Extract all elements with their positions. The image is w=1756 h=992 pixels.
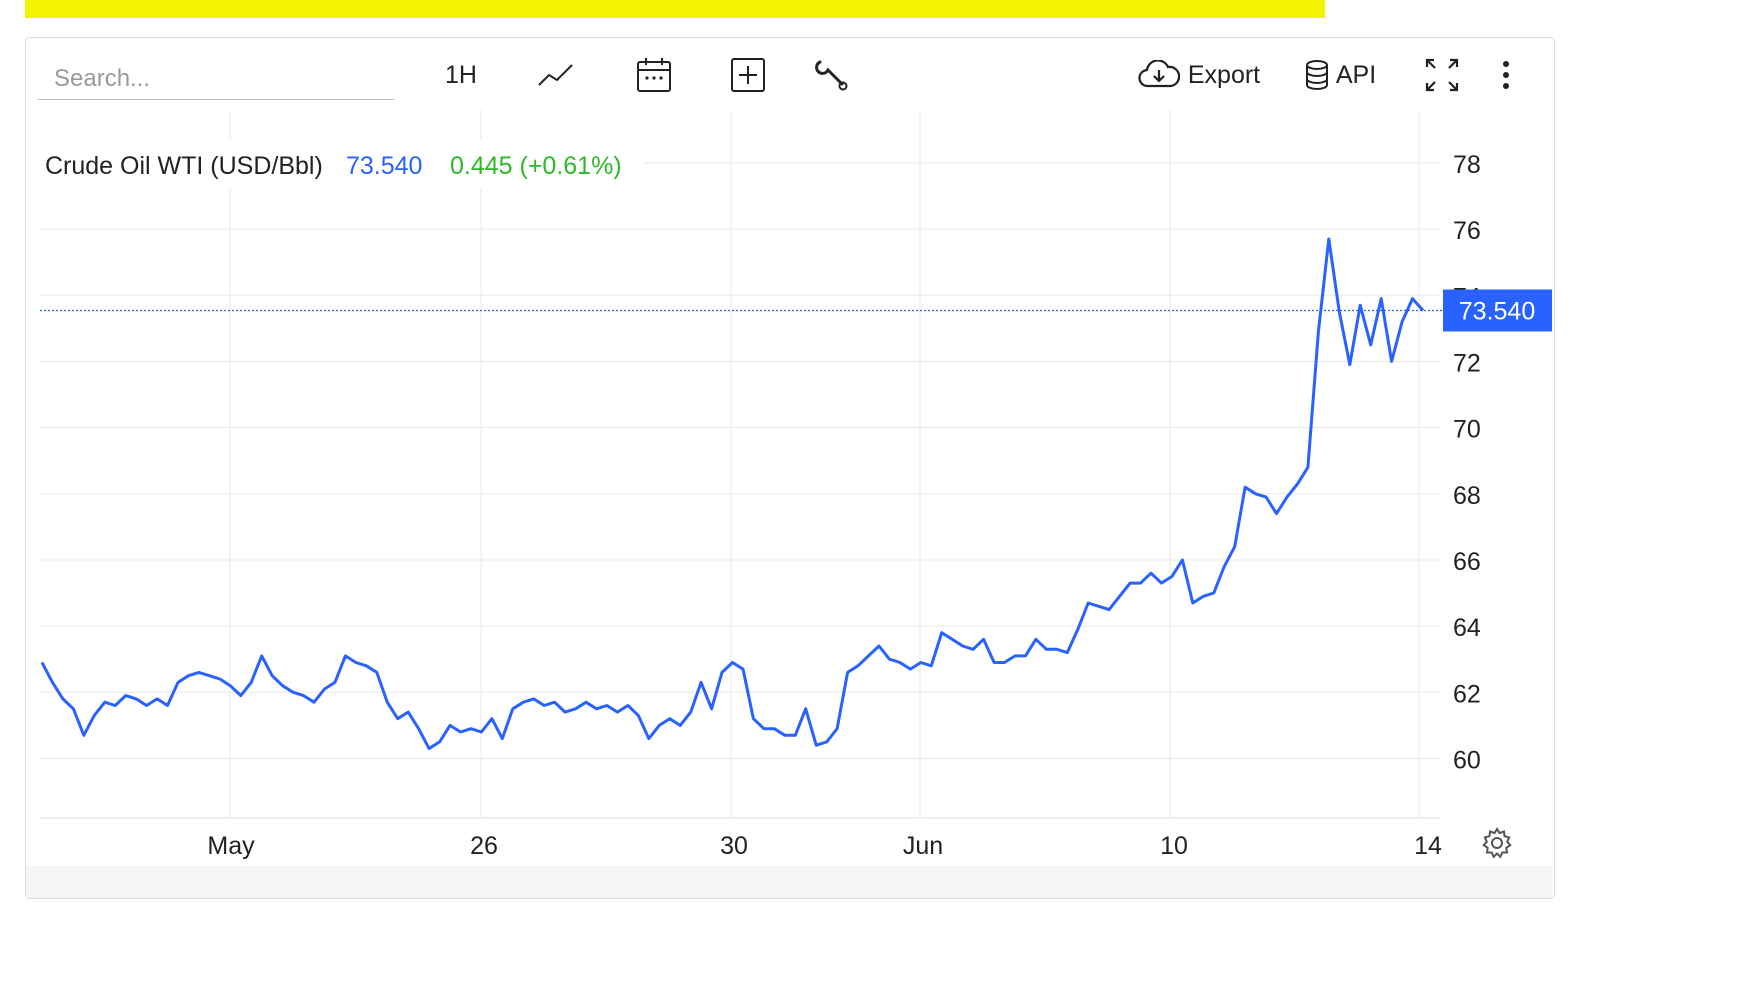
plus-box-icon <box>731 58 765 92</box>
x-axis: May 26 30 Jun 10 14 <box>207 832 1442 860</box>
database-icon <box>1305 60 1328 90</box>
price-change: 0.445 (+0.61%) <box>450 152 622 180</box>
interval-label: 1H <box>445 60 477 89</box>
y-tick-label: 72 <box>1453 349 1481 377</box>
export-button[interactable]: Export <box>1134 54 1264 96</box>
wrench-icon <box>815 60 848 91</box>
y-tick-label: 60 <box>1453 746 1481 774</box>
more-options-button[interactable] <box>1492 54 1520 96</box>
x-tick-label: 14 <box>1414 832 1442 860</box>
footer-strip <box>26 866 1552 898</box>
last-price-tag-label: 73.540 <box>1459 297 1535 325</box>
y-tick-label: 68 <box>1453 482 1481 510</box>
legend: Crude Oil WTI (USD/Bbl) 73.540 0.445 (+0… <box>40 140 644 188</box>
x-tick-label: 26 <box>470 832 498 860</box>
gear-icon <box>1482 827 1512 859</box>
interval-button[interactable]: 1H <box>432 54 490 96</box>
x-tick-label: 30 <box>720 832 748 860</box>
last-price: 73.540 <box>346 152 422 180</box>
calendar-icon <box>637 58 671 92</box>
more-vertical-icon <box>1503 61 1509 89</box>
x-tick-label: 10 <box>1160 832 1188 860</box>
date-range-button[interactable] <box>634 54 674 96</box>
instrument-name: Crude Oil WTI (USD/Bbl) <box>45 152 323 180</box>
last-price-tag <box>1443 289 1552 332</box>
y-axis: 6062646668707274767873.540 <box>1443 151 1552 774</box>
y-tick-label: 76 <box>1453 217 1481 245</box>
x-tick-label: May <box>207 832 255 860</box>
y-tick-label: 70 <box>1453 416 1481 444</box>
chart-type-button[interactable] <box>534 54 578 96</box>
api-label: API <box>1335 60 1377 89</box>
chart-grid <box>40 110 1440 819</box>
y-tick-label: 62 <box>1453 680 1481 708</box>
y-tick-label: 66 <box>1453 548 1481 576</box>
compare-button[interactable] <box>728 54 768 96</box>
cloud-download-icon <box>1138 60 1180 88</box>
y-tick-label: 64 <box>1453 614 1481 642</box>
fullscreen-icon <box>1425 58 1459 92</box>
tools-button[interactable] <box>812 54 852 96</box>
search-input[interactable] <box>38 58 394 100</box>
y-tick-label: 78 <box>1453 151 1481 179</box>
export-label: Export <box>1187 60 1261 89</box>
x-tick-label: Jun <box>903 832 943 860</box>
series-line <box>40 237 1425 750</box>
line-chart-icon <box>538 64 573 86</box>
settings-button[interactable] <box>1478 824 1516 862</box>
fullscreen-button[interactable] <box>1422 54 1462 96</box>
api-button[interactable]: API <box>1300 54 1380 96</box>
legend-background <box>40 140 644 188</box>
top-highlight-bar <box>25 0 1325 18</box>
